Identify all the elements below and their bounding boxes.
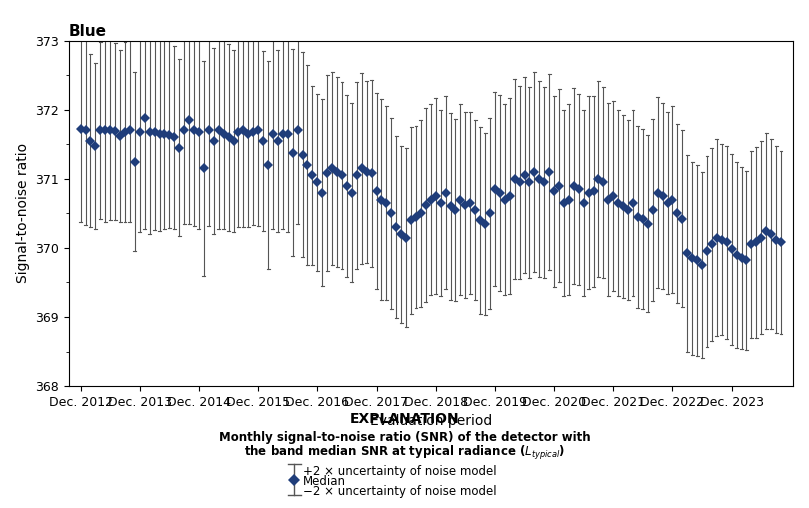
Text: Blue: Blue <box>69 24 107 40</box>
Y-axis label: Signal-to-noise ratio: Signal-to-noise ratio <box>15 143 30 283</box>
Text: −2 × uncertainty of noise model: −2 × uncertainty of noise model <box>303 485 497 498</box>
Text: the band median SNR at typical radiance ($L_{\mathit{typical}}$): the band median SNR at typical radiance … <box>244 444 565 462</box>
Text: Monthly signal-to-noise ratio (SNR) of the detector with: Monthly signal-to-noise ratio (SNR) of t… <box>218 431 591 444</box>
X-axis label: Evaluation period: Evaluation period <box>370 415 492 428</box>
Text: +2 × uncertainty of noise model: +2 × uncertainty of noise model <box>303 465 497 478</box>
Text: EXPLANATION: EXPLANATION <box>349 412 460 426</box>
Text: Median: Median <box>303 475 346 488</box>
